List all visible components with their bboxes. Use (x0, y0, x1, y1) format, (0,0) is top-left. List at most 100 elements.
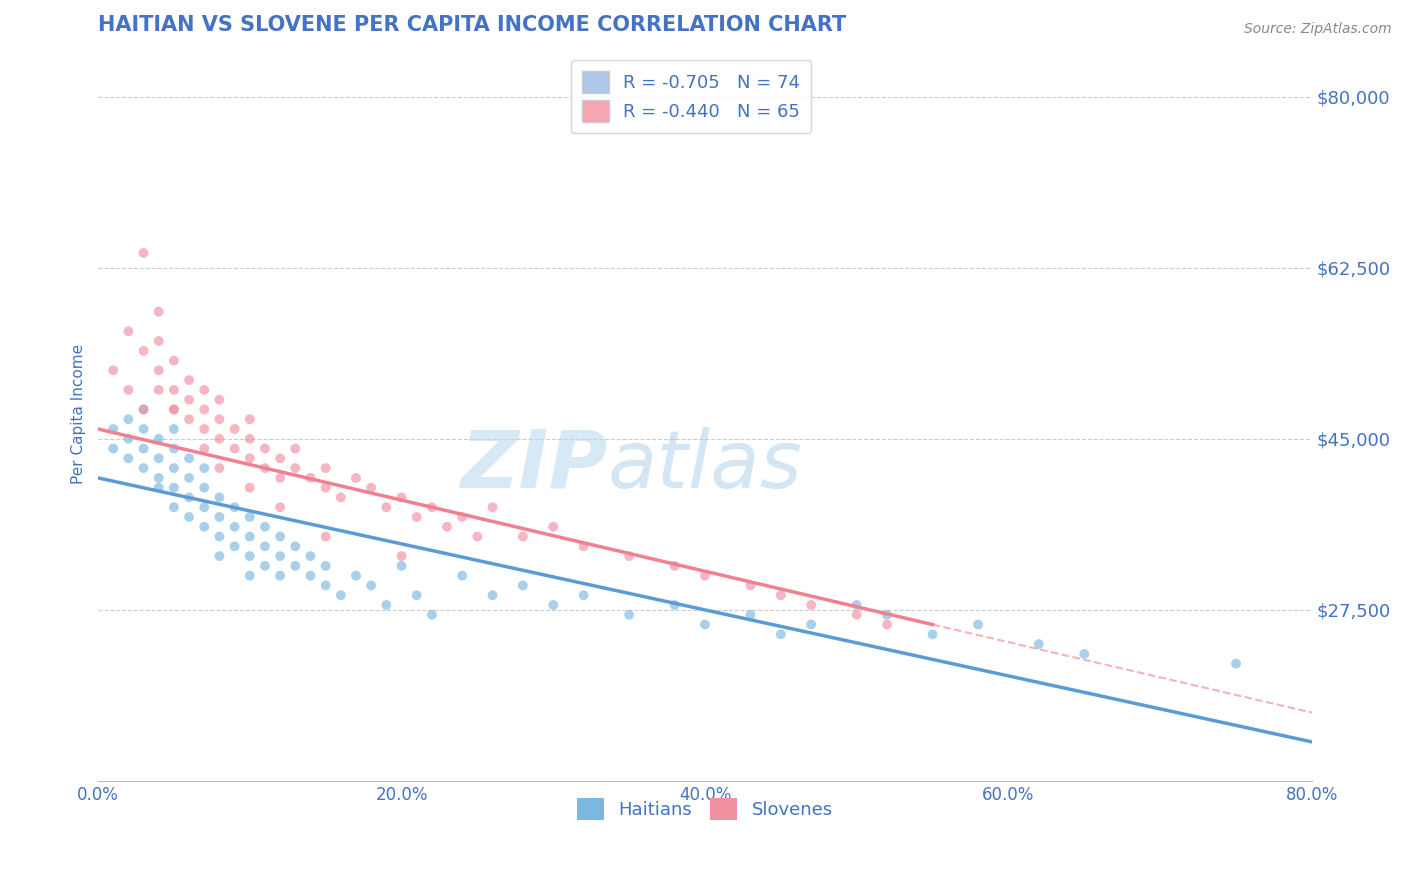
Point (769, 627, 792, 641)
Point (177, 510, 200, 524)
Point (253, 539, 276, 553)
Point (208, 392, 231, 407)
Point (224, 539, 246, 553)
Point (239, 510, 262, 524)
Point (344, 568, 367, 582)
Point (512, 530, 534, 544)
Point (177, 412, 200, 426)
Point (193, 442, 215, 456)
Point (132, 422, 155, 436)
Point (769, 588, 792, 602)
Point (1073, 647, 1095, 661)
Point (617, 549, 640, 563)
Point (239, 432, 262, 446)
Point (208, 412, 231, 426)
Point (284, 539, 307, 553)
Point (148, 451, 170, 466)
Point (391, 549, 413, 563)
Point (845, 598, 868, 612)
Point (315, 558, 337, 573)
Point (253, 520, 276, 534)
Point (284, 558, 307, 573)
Point (315, 481, 337, 495)
Point (269, 530, 291, 544)
Point (876, 617, 898, 632)
Point (148, 304, 170, 318)
Point (208, 510, 231, 524)
Y-axis label: Per Capita Income: Per Capita Income (72, 344, 86, 484)
Point (664, 598, 686, 612)
Point (845, 607, 868, 622)
Point (177, 373, 200, 387)
Point (117, 324, 139, 338)
Point (208, 491, 231, 505)
Point (224, 422, 246, 436)
Point (132, 402, 155, 417)
Point (800, 598, 823, 612)
Point (132, 442, 155, 456)
Point (163, 461, 186, 475)
Point (269, 568, 291, 582)
Point (391, 491, 413, 505)
Point (239, 451, 262, 466)
Text: HAITIAN VS SLOVENE PER CAPITA INCOME CORRELATION CHART: HAITIAN VS SLOVENE PER CAPITA INCOME COR… (98, 15, 846, 35)
Point (224, 520, 246, 534)
Point (693, 617, 716, 632)
Point (193, 500, 215, 515)
Point (299, 568, 322, 582)
Point (239, 568, 262, 582)
Point (163, 481, 186, 495)
Point (224, 442, 246, 456)
Point (253, 442, 276, 456)
Point (740, 607, 762, 622)
Point (208, 461, 231, 475)
Point (481, 588, 503, 602)
Point (224, 500, 246, 515)
Point (572, 588, 595, 602)
Point (239, 481, 262, 495)
Point (360, 578, 382, 592)
Point (876, 607, 898, 622)
Point (420, 607, 443, 622)
Point (148, 481, 170, 495)
Point (299, 471, 322, 485)
Point (193, 383, 215, 397)
Point (512, 578, 534, 592)
Point (163, 402, 186, 417)
Point (315, 530, 337, 544)
Point (208, 549, 231, 563)
Point (193, 520, 215, 534)
Point (1028, 637, 1050, 651)
Point (360, 481, 382, 495)
Point (193, 402, 215, 417)
Point (132, 246, 155, 260)
Point (405, 588, 427, 602)
Point (117, 432, 139, 446)
Point (117, 412, 139, 426)
Point (967, 617, 990, 632)
Point (693, 568, 716, 582)
Point (481, 500, 503, 515)
Point (103, 363, 125, 377)
Point (740, 578, 762, 592)
Point (269, 500, 291, 515)
Point (284, 442, 307, 456)
Point (253, 558, 276, 573)
Point (269, 451, 291, 466)
Point (148, 383, 170, 397)
Point (284, 461, 307, 475)
Point (103, 422, 125, 436)
Point (163, 442, 186, 456)
Point (103, 442, 125, 456)
Point (148, 334, 170, 348)
Text: Source: ZipAtlas.com: Source: ZipAtlas.com (1244, 22, 1392, 37)
Point (329, 491, 352, 505)
Point (177, 392, 200, 407)
Point (541, 598, 564, 612)
Point (664, 558, 686, 573)
Point (315, 578, 337, 592)
Point (617, 607, 640, 622)
Point (239, 530, 262, 544)
Point (239, 549, 262, 563)
Point (239, 412, 262, 426)
